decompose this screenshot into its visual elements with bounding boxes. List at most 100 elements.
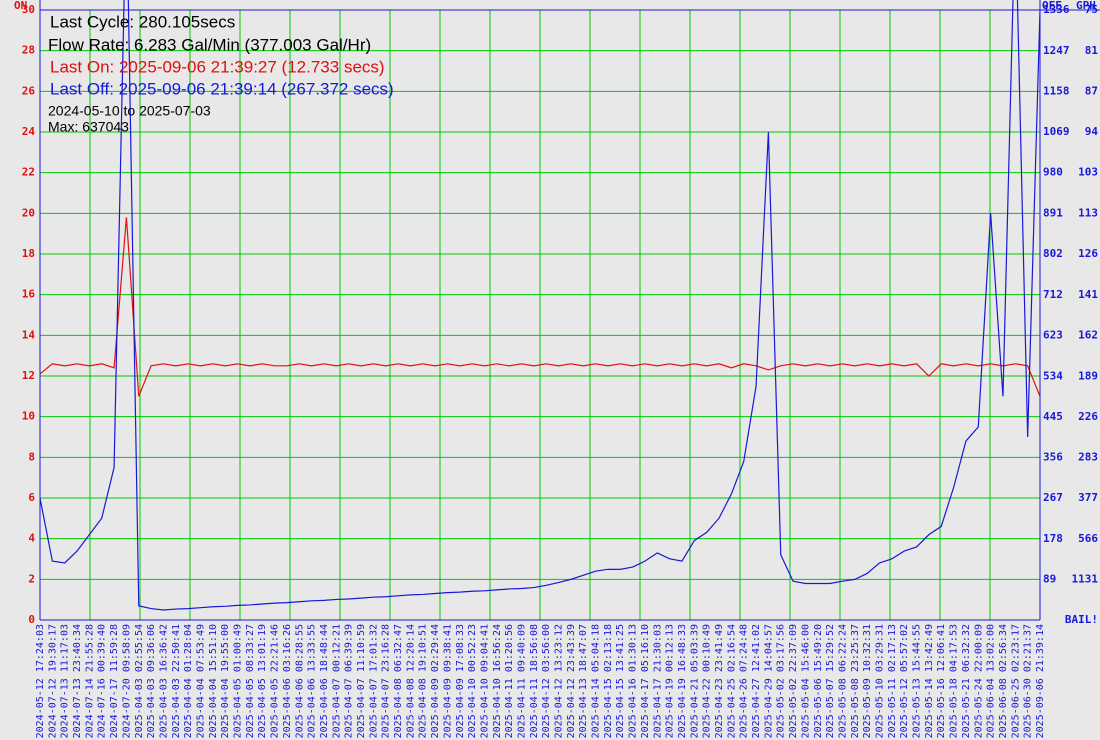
y2-tick-label: 534 [1043,369,1063,382]
x-tick-label: 2025-05-04 15:46:00 [800,624,811,738]
x-tick-label: 2024-07-13 11:17:03 [60,624,71,738]
x-tick-label: 2025-04-06 08:28:55 [294,624,305,738]
gph-tick-label: 87 [1085,84,1098,97]
gph-tick-label: 81 [1085,44,1099,57]
x-tick-label: 2025-04-12 23:43:39 [566,624,577,738]
grid [40,9,1040,621]
info-line: 2024-05-10 to 2025-07-03 [48,103,211,119]
x-tick-label: 2025-04-22 00:10:49 [702,624,713,738]
gph-tick-label: 141 [1078,288,1098,301]
x-tick-label: 2024-07-13 23:40:34 [72,624,83,738]
x-tick-label: 2025-04-04 15:51:10 [208,624,219,738]
x-tick-label: 2024-05-12 17:24:03 [35,624,46,738]
x-tick-label: 2025-04-03 02:55:54 [134,624,145,738]
y2-tick-label: 356 [1043,451,1063,464]
y-tick-label: 20 [22,206,35,219]
x-tick-label: 2025-04-07 00:12:21 [331,624,342,738]
gph-tick-label: 94 [1085,125,1099,138]
x-tick-label: 2025-04-16 01:30:13 [628,624,639,738]
x-tick-label: 2024-07-16 00:39:40 [97,624,108,738]
x-tick-label: 2025-05-13 15:44:55 [912,624,923,738]
gph-tick-label: BAIL! [1065,613,1098,626]
gph-tick-label: 113 [1078,206,1098,219]
x-tick-label: 2025-05-21 06:32:32 [961,624,972,738]
y2-tick-label: 1336 [1043,3,1070,16]
y2-tick-label: 980 [1043,166,1063,179]
y2-tick-label: 1247 [1043,44,1070,57]
x-tick-label: 2025-04-25 02:16:54 [726,624,737,738]
x-tick-label: 2025-05-08 23:25:37 [850,624,861,738]
gph-tick-label: 189 [1078,369,1098,382]
y2-tick-label: 802 [1043,247,1063,260]
x-tick-label: 2025-04-17 05:16:10 [640,624,651,738]
gph-tick-label: 377 [1078,491,1098,504]
gph-tick-label: 162 [1078,329,1098,342]
x-tick-label: 2025-06-25 02:23:17 [1010,624,1021,738]
y2-tick-label: 891 [1043,206,1063,219]
x-tick-label: 2025-04-14 05:04:18 [591,624,602,738]
x-tick-label: 2025-04-03 22:50:41 [171,624,182,738]
y-tick-label: 26 [22,84,36,97]
info-line: Flow Rate: 6.283 Gal/Min (377.003 Gal/Hr… [48,35,371,54]
x-tick-label: 2025-04-06 18:48:44 [319,624,330,738]
x-tick-label: 2025-04-12 03:56:00 [541,624,552,738]
x-tick-label: 2025-04-03 16:36:42 [158,624,169,738]
x-tick-label: 2025-04-08 19:10:51 [418,624,429,738]
x-tick-label: 2025-04-23 23:41:49 [714,624,725,738]
y2-tick-label: 89 [1043,572,1056,585]
y-tick-label: 18 [22,247,35,260]
x-tick-label: 2024-07-17 11:59:28 [109,624,120,738]
x-tick-label: 2025-05-12 05:57:02 [899,624,910,738]
x-tick-label: 2025-04-05 08:33:27 [245,624,256,738]
x-tick-label: 2025-05-18 04:17:53 [949,624,960,738]
y2-tick-label: 1158 [1043,84,1070,97]
x-tick-label: 2025-04-06 03:16:26 [282,624,293,738]
x-tick-label: 2025-09-06 21:39:14 [1035,624,1046,738]
y2-tick-label: 445 [1043,410,1063,423]
x-tick-label: 2025-05-10 03:29:31 [875,624,886,738]
x-tick-label: 2025-04-11 01:20:56 [504,624,515,738]
x-tick-label: 2025-04-03 09:36:06 [146,624,157,738]
x-tick-label: 2025-04-26 07:24:48 [739,624,750,738]
x-tick-label: 2024-07-14 21:55:28 [84,624,95,738]
x-tick-label: 2025-04-11 18:56:08 [529,624,540,738]
y-tick-label: 4 [28,532,35,545]
y2-tick-label: 267 [1043,491,1063,504]
x-tick-label: 2025-04-06 13:33:55 [307,624,318,738]
x-tick-label: 2025-04-08 06:32:47 [393,624,404,738]
x-tick-label: 2025-05-16 12:06:41 [936,624,947,738]
x-tick-label: 2025-04-10 00:52:23 [467,624,478,738]
gph-tick-label: 1131 [1072,572,1099,585]
x-tick-label: 2025-04-09 02:29:44 [430,624,441,738]
x-tick-label: 2025-04-07 17:01:32 [368,624,379,738]
x-tick-label: 2025-04-09 17:08:33 [455,624,466,738]
info-line: Last Off: 2025-09-06 21:39:14 (267.372 s… [50,79,394,98]
x-tick-label: 2025-04-05 22:21:46 [270,624,281,738]
x-tick-label: 2024-07-20 09:58:09 [121,624,132,738]
x-tick-label: 2025-05-02 03:17:56 [776,624,787,738]
y-tick-label: 30 [22,3,35,16]
x-tick-label: 2024-07-12 19:30:17 [47,624,58,738]
x-tick-label: 2025-04-11 09:40:09 [516,624,527,738]
y-tick-label: 28 [22,44,35,57]
x-tick-label: 2025-05-24 22:00:09 [973,624,984,738]
x-tick-label: 2025-05-11 02:17:13 [887,624,898,738]
y-tick-label: 14 [22,328,36,341]
x-tick-label: 2025-04-29 14:04:57 [763,624,774,738]
x-tick-label: 2025-06-08 02:56:34 [998,624,1009,738]
gph-tick-label: 75 [1085,3,1098,16]
y2-tick-label: 712 [1043,288,1063,301]
x-tick-label: 2025-04-05 01:00:49 [233,624,244,738]
x-tick-label: 2025-04-15 02:13:18 [603,624,614,738]
info-line: Last On: 2025-09-06 21:39:27 (12.733 sec… [50,57,385,76]
x-tick-label: 2025-04-10 09:04:41 [479,624,490,738]
y-tick-label: 16 [22,288,36,301]
x-tick-label: 2025-04-21 05:03:39 [689,624,700,738]
x-tick-label: 2025-04-12 13:23:12 [554,624,565,738]
y-tick-label: 10 [22,410,35,423]
y-tick-label: 22 [22,166,35,179]
x-tick-label: 2025-06-04 13:02:00 [986,624,997,738]
x-tick-label: 2025-04-07 23:16:28 [381,624,392,738]
